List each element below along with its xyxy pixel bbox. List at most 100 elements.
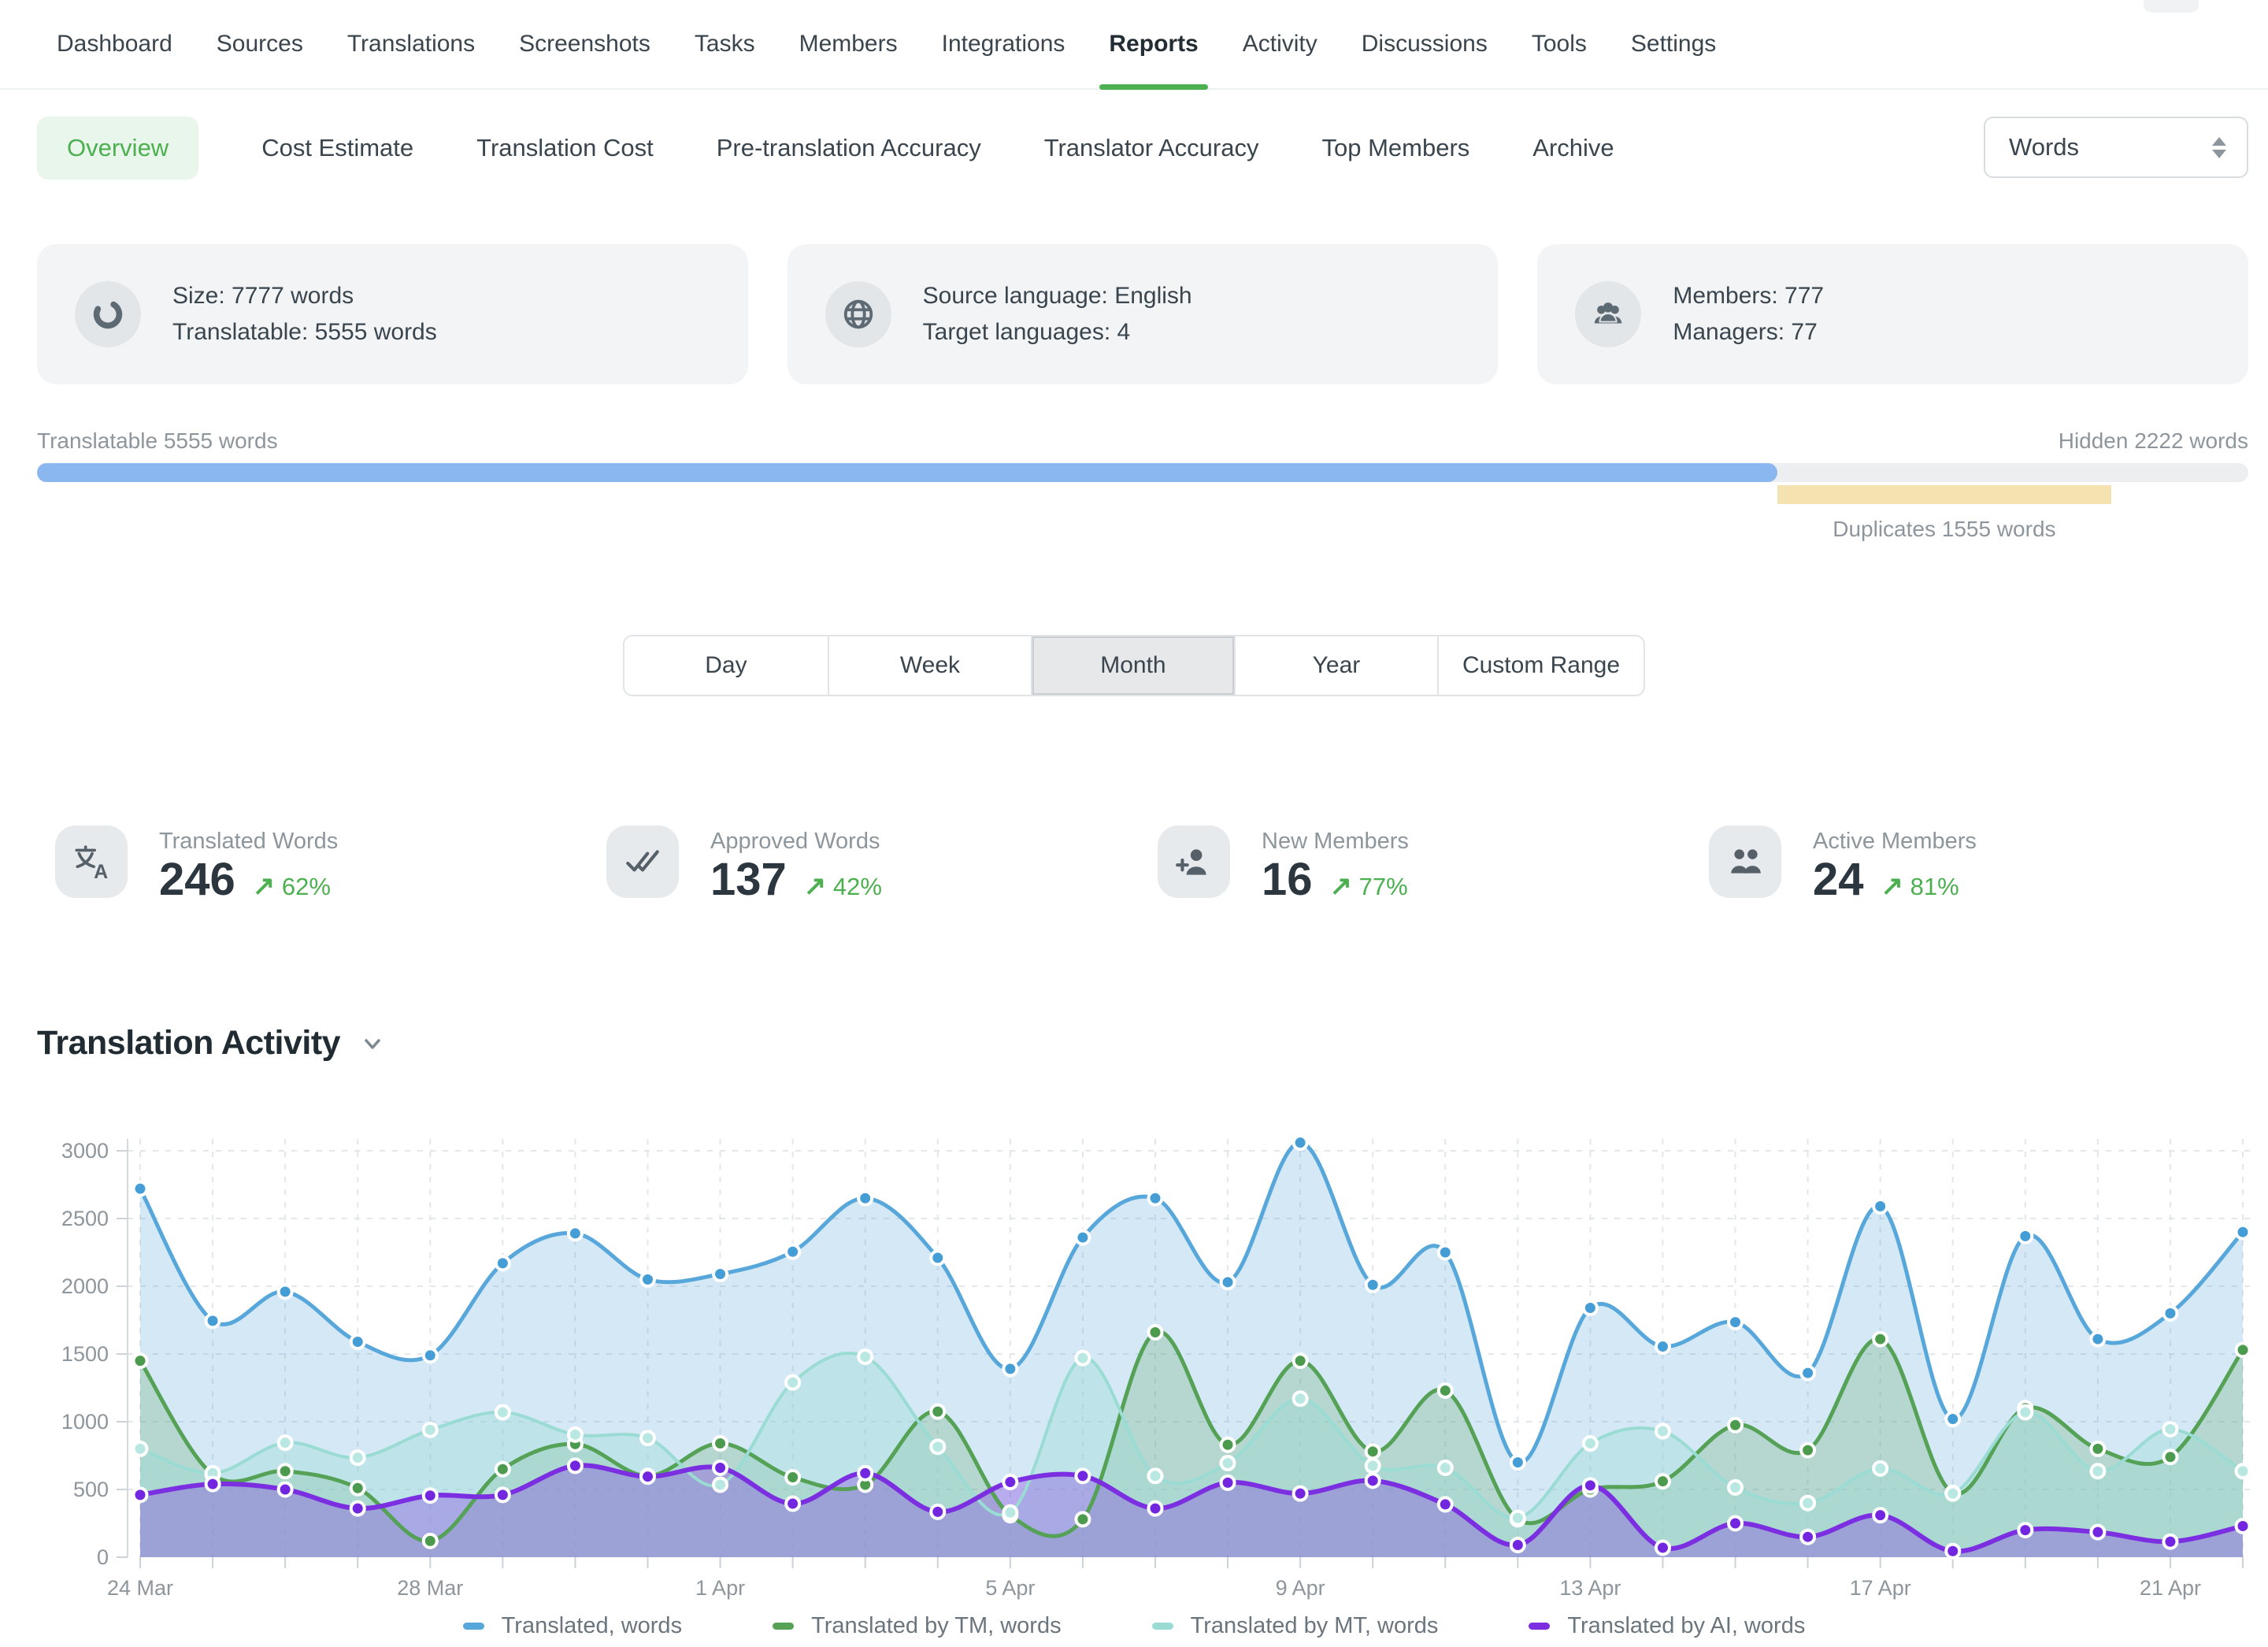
report-tab-cost-estimate[interactable]: Cost Estimate (261, 117, 413, 180)
metric-label: Approved Words (710, 825, 882, 855)
metric-delta: ↗ 62% (253, 870, 331, 902)
metric-body: New Members16 ↗ 77% (1262, 825, 1409, 905)
chart-legend: Translated, words Translated by TM, words… (0, 1613, 2268, 1639)
metric-value: 16 (1262, 855, 1313, 905)
nav-item-tools[interactable]: Tools (1532, 0, 1587, 88)
duplicates-bar (1777, 485, 2111, 504)
summary-card: Source language: EnglishTarget languages… (788, 244, 1499, 384)
person-plus-icon (1174, 842, 1214, 881)
summary-card-line: Translatable: 5555 words (172, 314, 437, 351)
summary-card-line: Target languages: 4 (923, 314, 1192, 351)
members-icon (1590, 296, 1626, 332)
donut-chart-icon (90, 296, 126, 332)
nav-item-discussions[interactable]: Discussions (1362, 0, 1488, 88)
report-tab-pre-translation-accuracy[interactable]: Pre-translation Accuracy (717, 117, 981, 180)
metric-card-active-members: Active Members24↗ 81% (1709, 825, 2260, 905)
metric-label: Active Members (1813, 825, 1977, 855)
people-icon (1725, 842, 1765, 881)
metric-delta: ↗ 81% (1881, 870, 1959, 902)
legend-swatch (1152, 1623, 1173, 1630)
summary-card-text: Source language: EnglishTarget languages… (923, 278, 1192, 351)
double-check-icon (623, 842, 662, 881)
summary-card: Size: 7777 wordsTranslatable: 5555 words (37, 244, 748, 384)
metric-icon-wrap (1158, 825, 1230, 898)
nav-item-screenshots[interactable]: Screenshots (519, 0, 650, 88)
translatable-words-label: Translatable 5555 words (37, 428, 278, 454)
range-tab-custom-range[interactable]: Custom Range (1437, 636, 1644, 695)
trend-up-icon: ↗ (253, 871, 276, 901)
metric-card-new-members: New Members16 ↗ 77% (1158, 825, 1709, 905)
nav-item-tasks[interactable]: Tasks (695, 0, 755, 88)
metric-delta-value: 81% (1903, 873, 1959, 900)
range-tab-month[interactable]: Month (1031, 636, 1234, 695)
legend-swatch (1529, 1623, 1550, 1630)
legend-swatch (773, 1623, 794, 1630)
summary-card-line: Source language: English (923, 278, 1192, 314)
chevron-down-icon[interactable] (359, 1030, 386, 1057)
svg-text:1500: 1500 (61, 1342, 109, 1366)
legend-label: Translated, words (502, 1613, 682, 1639)
nav-item-settings[interactable]: Settings (1631, 0, 1716, 88)
metric-value: 246 (159, 855, 235, 905)
main-nav: Dashboard Sources Translations Screenshots T… (0, 0, 2268, 90)
svg-text:1 Apr: 1 Apr (695, 1576, 745, 1600)
report-tab-archive[interactable]: Archive (1532, 117, 1614, 180)
metric-label: New Members (1262, 825, 1409, 855)
range-tab-day[interactable]: Day (624, 636, 828, 695)
metric-body: Approved Words137↗ 42% (710, 825, 882, 905)
summary-card-text: Members: 777Managers: 77 (1673, 278, 1824, 351)
svg-text:0: 0 (97, 1545, 109, 1569)
svg-text:2500: 2500 (61, 1207, 109, 1230)
svg-text:17 Apr: 17 Apr (1850, 1576, 1911, 1600)
legend-item-translated-by-tm-words: Translated by TM, words (773, 1613, 1062, 1639)
translation-activity-chart: 05001000150020002500300024 Mar28 Mar1 Ap… (0, 1118, 2268, 1607)
summary-card-line: Size: 7777 words (172, 278, 437, 314)
legend-item-translated-words: Translated, words (463, 1613, 682, 1639)
svg-text:A: A (94, 861, 108, 881)
report-tabs: Overview Cost Estimate Translation Cost Pre… (37, 117, 1937, 180)
report-tab-overview[interactable]: Overview (37, 117, 198, 180)
legend-label: Translated by AI, words (1567, 1613, 1805, 1639)
metric-delta-value: 42% (826, 873, 882, 900)
legend-swatch (463, 1623, 484, 1630)
select-arrows-icon (2212, 137, 2226, 158)
nav-item-dashboard[interactable]: Dashboard (57, 0, 172, 88)
unit-select-value: Words (1985, 133, 2212, 161)
summary-cards: Size: 7777 wordsTranslatable: 5555 words… (37, 244, 2248, 384)
nav-item-translations[interactable]: Translations (347, 0, 475, 88)
nav-item-integrations[interactable]: Integrations (942, 0, 1065, 88)
nav-item-members[interactable]: Members (799, 0, 898, 88)
legend-label: Translated by MT, words (1191, 1613, 1439, 1639)
hidden-words-label: Hidden 2222 words (2059, 428, 2248, 454)
translation-activity-title: Translation Activity (37, 1024, 340, 1063)
summary-card-icon-wrap (75, 281, 141, 347)
metric-card-translated-words: A Translated Words246 ↗ 62% (55, 825, 606, 905)
metric-label: Translated Words (159, 825, 338, 855)
trend-up-icon: ↗ (1881, 871, 1904, 901)
summary-card-icon-wrap (825, 281, 891, 347)
unit-select[interactable]: Words (1984, 117, 2248, 178)
svg-text:500: 500 (73, 1478, 109, 1501)
svg-text:24 Mar: 24 Mar (107, 1576, 173, 1600)
metric-delta: ↗ 77% (1330, 870, 1408, 902)
nav-item-reports[interactable]: Reports (1109, 0, 1198, 88)
nav-item-activity[interactable]: Activity (1243, 0, 1317, 88)
duplicates-label: Duplicates 1555 words (1771, 517, 2118, 542)
metric-value-row: 137↗ 42% (710, 855, 882, 905)
summary-card-text: Size: 7777 wordsTranslatable: 5555 words (172, 278, 437, 351)
svg-text:9 Apr: 9 Apr (1276, 1576, 1325, 1600)
metric-value: 137 (710, 855, 787, 905)
range-tab-year[interactable]: Year (1234, 636, 1437, 695)
report-tab-top-members[interactable]: Top Members (1321, 117, 1469, 180)
nav-item-sources[interactable]: Sources (217, 0, 303, 88)
legend-item-translated-by-mt-words: Translated by MT, words (1152, 1613, 1439, 1639)
svg-text:1000: 1000 (61, 1410, 109, 1434)
svg-text:28 Mar: 28 Mar (397, 1576, 463, 1600)
metric-icon-wrap (606, 825, 679, 898)
metric-cards: ATranslated Words246↗ 62%Approved Words1… (55, 825, 2260, 905)
metric-value-row: 246 ↗ 62% (159, 855, 338, 905)
report-tab-translator-accuracy[interactable]: Translator Accuracy (1044, 117, 1259, 180)
trend-up-icon: ↗ (1330, 871, 1353, 901)
report-tab-translation-cost[interactable]: Translation Cost (476, 117, 654, 180)
range-tab-week[interactable]: Week (828, 636, 1031, 695)
